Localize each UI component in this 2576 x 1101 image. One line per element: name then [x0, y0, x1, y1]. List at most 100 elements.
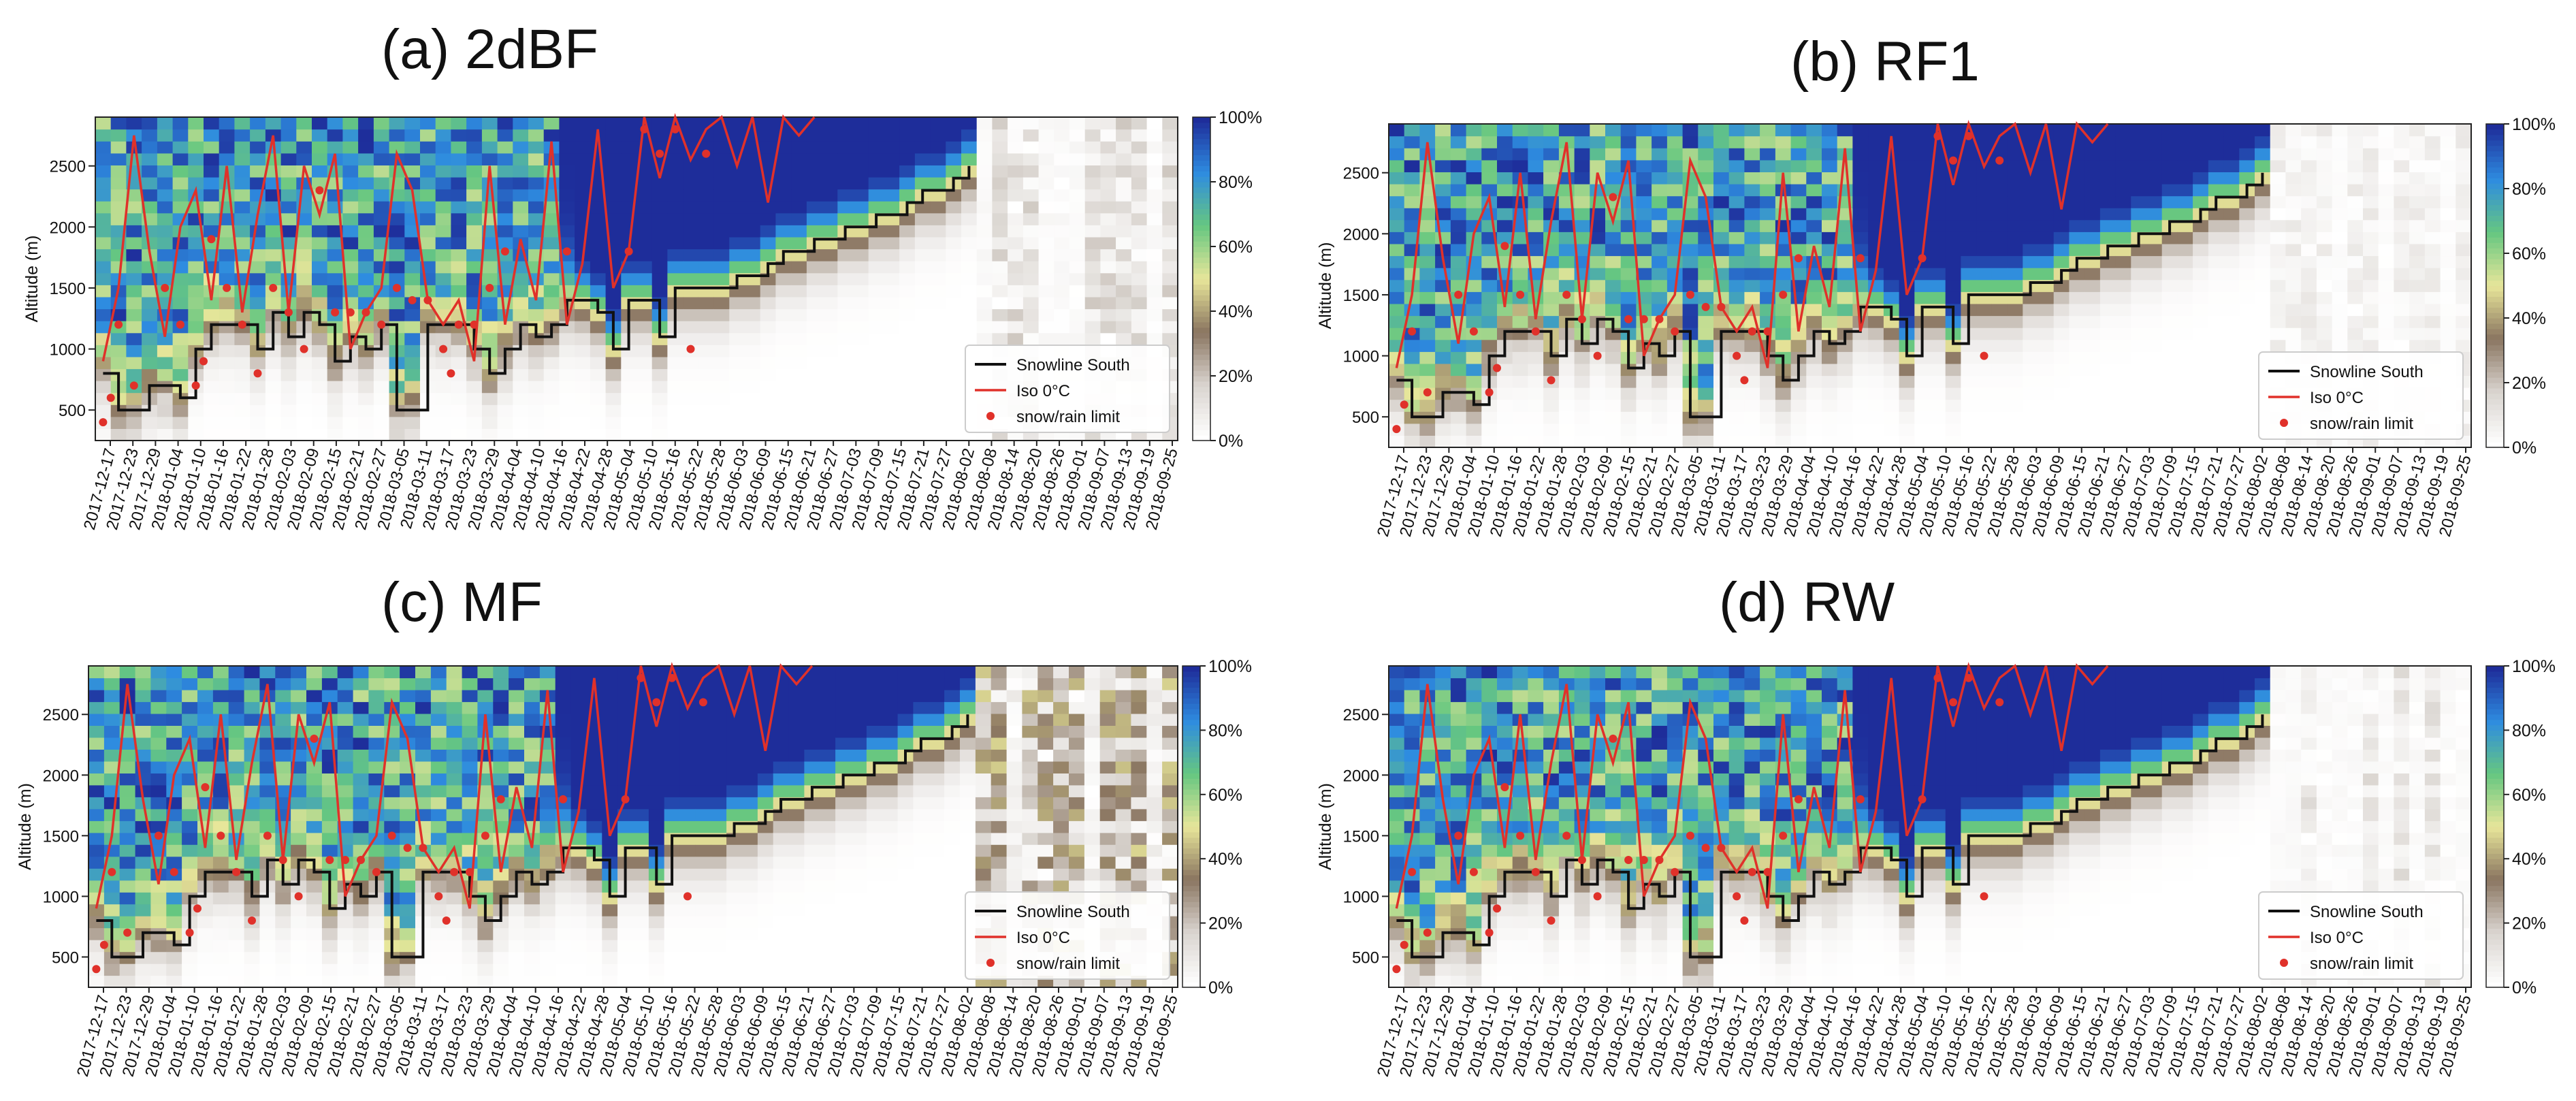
- heatmap-cell: [2069, 196, 2084, 208]
- heatmap-cell: [368, 701, 385, 714]
- heatmap-cell: [358, 165, 374, 177]
- heatmap-cell: [775, 345, 791, 357]
- heatmap-cell: [95, 201, 111, 213]
- heatmap-cell: [1116, 333, 1131, 345]
- heatmap-cell: [244, 701, 261, 714]
- heatmap-cell: [1131, 285, 1147, 297]
- heatmap-cell: [1466, 136, 1482, 148]
- heatmap-cell: [2379, 136, 2394, 148]
- heatmap-cell: [1404, 340, 1420, 352]
- heatmap-cell: [197, 690, 214, 702]
- heatmap-cell: [244, 928, 261, 940]
- heatmap-cell: [95, 381, 111, 393]
- heatmap-cell: [436, 297, 451, 309]
- heatmap-cell: [2270, 316, 2286, 328]
- heatmap-cell: [729, 333, 745, 345]
- heatmap-cell: [760, 297, 776, 309]
- heatmap-cell: [1116, 177, 1131, 189]
- heatmap-cell: [1559, 375, 1575, 387]
- heatmap-cell: [1466, 244, 1482, 256]
- heatmap-cell: [150, 963, 167, 976]
- heatmap-cell: [306, 714, 323, 726]
- heatmap-cell: [2224, 280, 2240, 292]
- heatmap-cell: [775, 285, 791, 297]
- heatmap-cell: [2193, 316, 2208, 328]
- heatmap-cell: [822, 141, 838, 153]
- heatmap-cell: [296, 285, 312, 297]
- heatmap-cell: [447, 701, 463, 714]
- colorbar-segment: [1193, 338, 1210, 345]
- heatmap-cell: [436, 141, 451, 153]
- snow-rain-dot: [1764, 328, 1772, 336]
- heatmap-cell: [1147, 213, 1163, 225]
- heatmap-cell: [884, 297, 899, 309]
- heatmap-cell: [466, 213, 482, 225]
- heatmap-cell: [2054, 148, 2070, 160]
- heatmap-cell: [977, 225, 993, 237]
- colorbar-segment: [2486, 242, 2504, 249]
- heatmap-cell: [157, 428, 173, 441]
- heatmap-cell: [1729, 220, 1745, 232]
- heatmap-cell: [213, 809, 229, 821]
- heatmap-cell: [404, 428, 420, 441]
- heatmap-cell: [219, 297, 235, 309]
- heatmap-cell: [1543, 268, 1559, 280]
- heatmap-cell: [760, 249, 776, 261]
- heatmap-cell: [667, 428, 683, 441]
- heatmap-cell: [2363, 232, 2379, 244]
- heatmap-cell: [1435, 328, 1451, 340]
- heatmap-cell: [667, 417, 683, 429]
- heatmap-cell: [466, 129, 482, 142]
- heatmap-cell: [1435, 124, 1451, 136]
- heatmap-cell: [447, 892, 463, 904]
- heatmap-cell: [2270, 280, 2286, 292]
- heatmap-cell: [1652, 435, 1667, 447]
- heatmap-cell: [2224, 208, 2240, 220]
- heatmap-cell: [683, 404, 698, 417]
- colorbar-segment: [2486, 226, 2504, 232]
- heatmap-cell: [173, 309, 189, 321]
- heatmap-cell: [2224, 291, 2240, 304]
- snow-rain-dot: [1400, 400, 1408, 409]
- heatmap-cell: [2208, 268, 2224, 280]
- heatmap-cell: [807, 368, 822, 381]
- heatmap-cell: [1008, 201, 1023, 213]
- heatmap-cell: [88, 785, 105, 797]
- colorbar-segment: [2486, 210, 2504, 217]
- heatmap-cell: [142, 357, 157, 369]
- heatmap-cell: [431, 785, 447, 797]
- heatmap-cell: [306, 773, 323, 785]
- heatmap-cell: [306, 690, 323, 702]
- heatmap-cell: [342, 177, 358, 189]
- heatmap-cell: [2394, 148, 2409, 160]
- heatmap-cell: [977, 141, 993, 153]
- heatmap-cell: [899, 237, 915, 249]
- heatmap-cell: [1884, 411, 1899, 424]
- heatmap-cell: [1791, 172, 1807, 184]
- heatmap-cell: [1652, 208, 1667, 220]
- heatmap-cell: [1481, 424, 1497, 436]
- heatmap-cell: [327, 285, 343, 297]
- heatmap-cell: [2208, 411, 2224, 424]
- heatmap-cell: [126, 309, 142, 321]
- snow-rain-dot: [1640, 315, 1648, 323]
- heatmap-cell: [559, 381, 575, 393]
- heatmap-cell: [1116, 261, 1131, 273]
- heatmap-cell: [729, 237, 745, 249]
- heatmap-cell: [2347, 280, 2363, 292]
- heatmap-cell: [2100, 268, 2116, 280]
- heatmap-cell: [182, 963, 198, 976]
- heatmap-cell: [837, 129, 853, 142]
- heatmap-cell: [1389, 232, 1404, 244]
- heatmap-cell: [853, 261, 869, 273]
- heatmap-cell: [931, 357, 946, 369]
- heatmap-cell: [493, 952, 509, 964]
- heatmap-cell: [1039, 129, 1054, 142]
- heatmap-cell: [1698, 291, 1713, 304]
- heatmap-cell: [493, 678, 509, 690]
- heatmap-cell: [2224, 256, 2240, 268]
- heatmap-cell: [2084, 220, 2100, 232]
- heatmap-cell: [899, 309, 915, 321]
- heatmap-cell: [1085, 165, 1101, 177]
- heatmap-cell: [1404, 136, 1420, 148]
